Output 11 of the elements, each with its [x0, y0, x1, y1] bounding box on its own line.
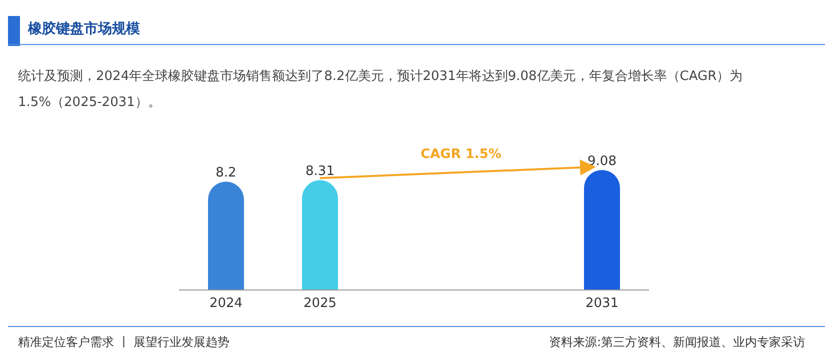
- data-label: 8.31: [306, 164, 334, 180]
- text: 精准定位客户需求 丨 展望行业发展趋势: [18, 334, 230, 351]
- chart-subtitle: 统计及预测，2024年全球橡胶键盘市场销售额达到了8.2亿美元，预计2031年将达到9.08亿美元，年复合增长率（CAGR）为1.5%（2025-2031）。: [18, 68, 744, 112]
- x-tick-label: 2025: [303, 296, 337, 312]
- text: CAGR 1.5%: [420, 147, 502, 162]
- chart-title: 橡胶键盘市场规模: [28, 20, 140, 38]
- data-label: 8.2: [216, 166, 236, 181]
- data-label: 9.08: [588, 154, 616, 169]
- x-tick-label: 2031: [585, 296, 619, 312]
- text: 资料来源:第三方资料、新闻报道、业内专家采访: [548, 334, 805, 351]
- x-tick-label: 2024: [209, 296, 243, 312]
